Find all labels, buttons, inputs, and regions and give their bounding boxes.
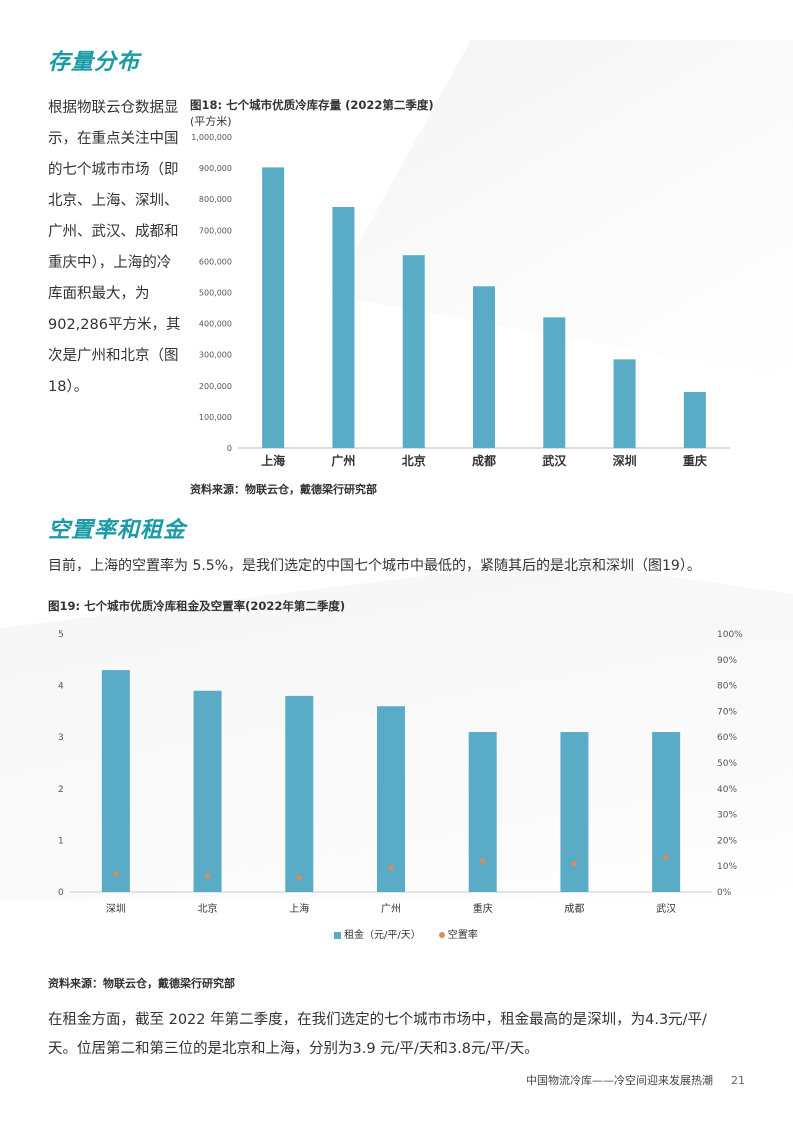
y2-tick-label: 20% [717,836,737,846]
rent-bar [193,690,222,892]
rent-bar [652,732,681,892]
x-tick-label: 武汉 [542,453,567,468]
vacancy-point [388,864,394,870]
vacancy-point [663,854,669,860]
y-tick-label: 400,000 [199,320,232,329]
figure19-source: 资料来源：物联云仓，戴德梁行研究部 [48,977,235,990]
rent-bar [285,695,314,892]
y-tick-label: 4 [58,682,64,692]
y-tick-label: 500,000 [199,289,232,298]
y-tick-label: 800,000 [199,195,232,204]
bar [262,167,285,449]
section-title-vacancy-rent: 空置率和租金 [48,518,187,543]
y2-tick-label: 50% [717,759,737,769]
legend-label-rent: 租金（元/平/天） [344,930,421,941]
y-tick-label: 1,000,000 [191,133,232,142]
vacancy-paragraph: 目前，上海的空置率为 5.5%，是我们选定的中国七个城市中最低的，紧随其后的是北… [48,558,701,574]
inventory-paragraph: 根据物联云仓数据显示，在重点关注中国的七个城市市场（即北京、上海、深圳、广州、武… [48,100,181,395]
x-tick-label: 成都 [564,903,584,915]
y-tick-label: 300,000 [199,351,232,360]
figure19-title: 图19: 七个城市优质冷库租金及空置率(2022年第二季度) [48,599,346,613]
vacancy-point [571,861,577,867]
x-tick-label: 广州 [331,453,355,468]
y2-tick-label: 80% [717,682,737,692]
x-tick-label: 重庆 [683,453,707,468]
y-tick-label: 200,000 [199,382,232,391]
y-tick-label: 100,000 [199,413,232,422]
y-tick-label: 700,000 [199,226,232,235]
vacancy-point [113,871,119,877]
y-tick-label: 1 [58,836,64,846]
bar [402,255,425,448]
rent-bar [377,706,405,892]
x-tick-label: 深圳 [106,903,126,915]
y2-tick-label: 40% [717,785,737,795]
section-title-inventory: 存量分布 [48,50,141,75]
x-tick-label: 武汉 [656,902,676,915]
x-tick-label: 广州 [381,903,401,915]
rent-bar [101,670,130,892]
x-tick-label: 上海 [289,902,309,915]
y2-tick-label: 30% [717,811,737,821]
y-tick-label: 0 [227,444,232,453]
x-tick-label: 北京 [402,453,426,468]
legend-swatch-rent [334,931,341,939]
y-tick-label: 900,000 [199,164,232,173]
bar [332,206,355,448]
x-tick-label: 成都 [472,453,496,468]
y-tick-label: 0 [58,888,64,898]
page-footer: 中国物流冷库——冷空间迎来发展热潮 21 [526,1072,745,1088]
legend-item-rent: 租金（元/平/天） [334,926,421,941]
x-tick-label: 深圳 [613,453,637,468]
y-tick-label: 2 [58,785,64,795]
bar [683,392,706,448]
figure18-unit: (平方米) [190,115,232,128]
y2-tick-label: 90% [717,656,737,666]
vacancy-point [480,858,486,864]
legend-item-vacancy: 空置率 [438,926,478,941]
legend-swatch-vacancy [438,932,445,938]
rent-bar [560,732,589,892]
page-number: 21 [731,1074,745,1087]
bar [473,286,495,448]
bar [543,317,566,448]
rent-paragraph: 在租金方面，截至 2022 年第二季度，在我们选定的七个城市市场中，租金最高的是… [48,1012,707,1057]
figure18-title: 图18: 七个城市优质冷库存量 (2022第二季度) [190,98,434,112]
y-tick-label: 3 [58,733,64,743]
footer-text: 中国物流冷库——冷空间迎来发展热潮 [526,1074,713,1087]
y-tick-label: 5 [58,630,64,640]
figure18-source: 资料来源：物联云仓，戴德梁行研究部 [190,483,377,496]
figure19-legend: 租金（元/平/天） 空置率 [334,926,478,941]
legend-label-vacancy: 空置率 [447,930,478,941]
bar [613,359,636,448]
x-tick-label: 重庆 [473,902,493,915]
x-tick-label: 北京 [198,902,218,915]
y2-tick-label: 70% [717,707,737,717]
vacancy-point [205,874,211,880]
y2-tick-label: 0% [717,888,732,898]
rent-bar [468,732,497,892]
vacancy-point [296,875,302,881]
y2-tick-label: 100% [717,630,743,640]
y2-tick-label: 60% [717,733,737,743]
y2-tick-label: 10% [717,862,737,872]
x-tick-label: 上海 [261,453,285,468]
y-tick-label: 600,000 [199,257,232,266]
